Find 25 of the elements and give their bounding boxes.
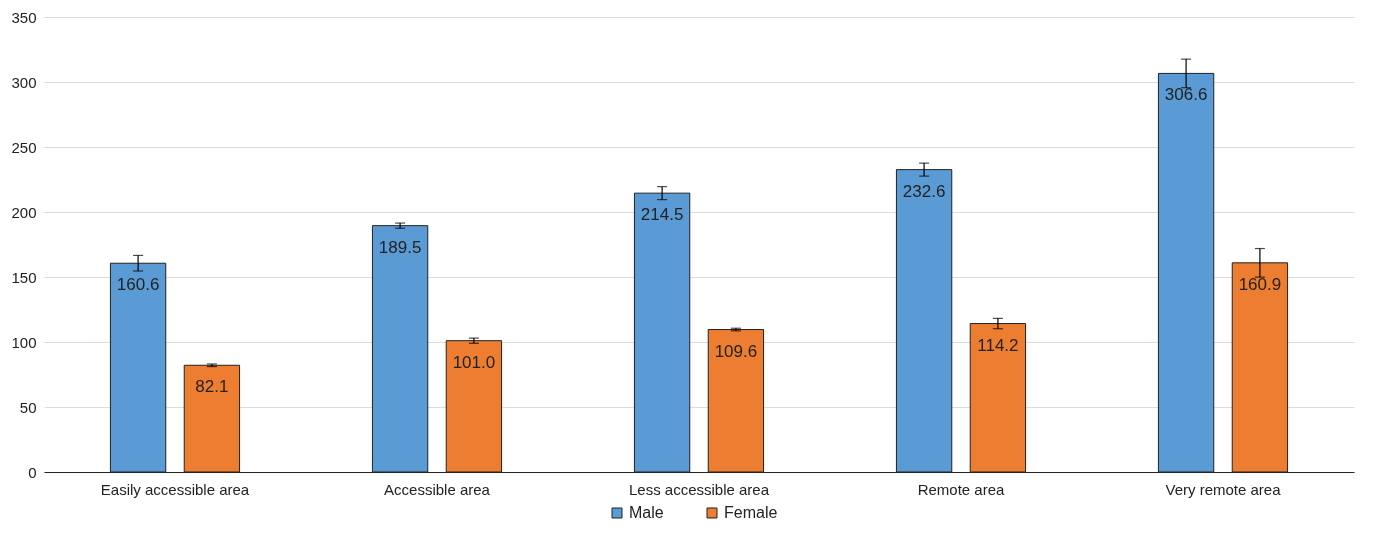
data-label: 160.9 <box>1238 274 1282 294</box>
data-label: 114.2 <box>977 335 1019 355</box>
y-tick-label: 250 <box>11 138 37 156</box>
y-tick-label: 300 <box>11 73 37 91</box>
x-tick-label: Easily accessible area <box>100 480 250 498</box>
data-label: 101.0 <box>452 352 496 372</box>
data-label: 82.1 <box>195 377 229 397</box>
legend-label: Female <box>724 504 778 521</box>
data-label: 232.6 <box>902 181 946 201</box>
legend-label: Male <box>629 504 664 521</box>
x-tick-label: Less accessible area <box>628 480 770 498</box>
data-label: 214.5 <box>640 205 684 225</box>
data-label: 306.6 <box>1164 85 1208 105</box>
y-tick-label: 200 <box>11 203 37 221</box>
data-label: 189.5 <box>378 237 422 257</box>
y-tick-label: 0 <box>28 463 37 481</box>
y-tick-label: 350 <box>11 8 37 26</box>
y-tick-label: 100 <box>11 333 37 351</box>
y-tick-label: 50 <box>19 398 37 416</box>
data-label: 109.6 <box>714 341 758 361</box>
data-label: 160.6 <box>116 275 160 295</box>
y-tick-label: 150 <box>11 268 37 286</box>
x-tick-label: Remote area <box>917 480 1006 498</box>
x-tick-label: Accessible area <box>384 480 491 498</box>
x-tick-label: Very remote area <box>1165 480 1282 498</box>
